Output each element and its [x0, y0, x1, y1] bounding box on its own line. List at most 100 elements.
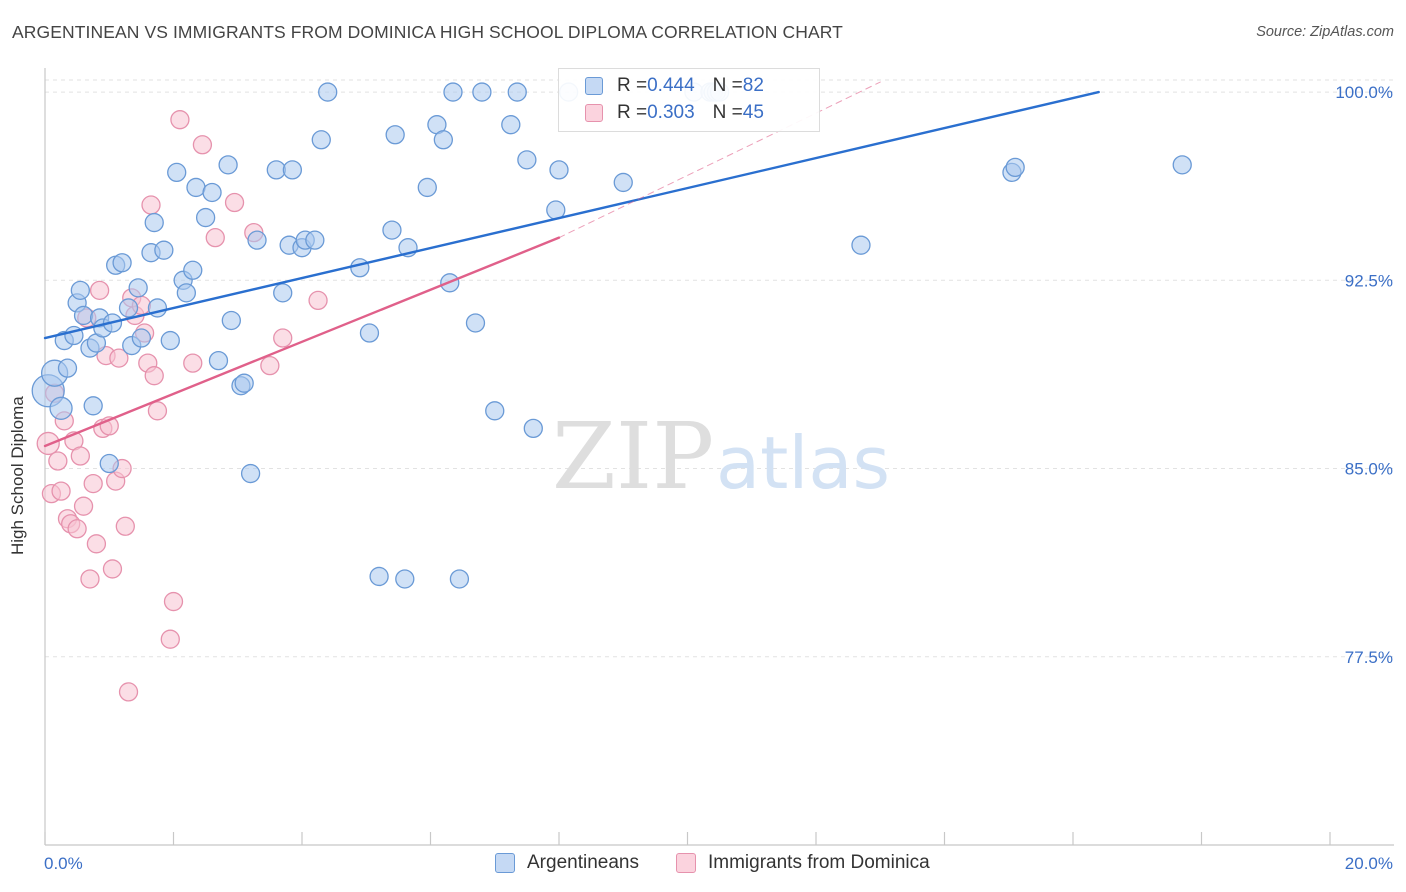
legend-r-value: 0.303	[647, 102, 695, 123]
argentinean-point	[183, 260, 203, 280]
argentinean-point	[70, 280, 90, 300]
argentinean-point	[208, 350, 229, 371]
watermark-zip: ZIP	[552, 403, 714, 510]
x-tick-label-min: 0.0%	[44, 854, 83, 873]
legend-label-dominica: Immigrants from Dominica	[708, 852, 930, 873]
dominica-trend-extension	[558, 81, 881, 239]
argentinean-point	[613, 172, 633, 193]
x-tick-label-max: 20.0%	[1345, 854, 1393, 873]
argentinean-point	[221, 310, 241, 331]
argentinean-point	[128, 278, 148, 298]
dominica-point	[160, 629, 180, 649]
legend-r-value: 0.444	[647, 75, 695, 96]
argentinean-point	[369, 566, 389, 587]
argentinean-point	[202, 182, 222, 203]
legend-n-value: 82	[742, 75, 764, 96]
watermark-atlas: atlas	[716, 421, 890, 505]
y-tick-label: 92.5%	[1345, 271, 1393, 290]
source-label: Source: ZipAtlas.com	[1256, 24, 1394, 40]
legend-label-argentineans: Argentineans	[527, 852, 639, 873]
argentinean-points	[31, 82, 1192, 589]
dominica-trend-line	[43, 236, 561, 448]
argentinean-point	[57, 358, 78, 378]
tick-labels: 77.5% 85.0% 92.5% 100.0% 0.0% 20.0%	[44, 83, 1393, 873]
dominica-point	[192, 135, 213, 155]
argentinean-point	[417, 177, 437, 198]
argentinean-trend-line	[43, 90, 1100, 340]
stats-legend: R = 0.444 N = 82 R = 0.303 N = 45	[558, 68, 820, 132]
argentinean-point	[218, 155, 238, 175]
dominica-point	[147, 401, 168, 421]
legend-swatch-blue	[495, 853, 515, 873]
legend-swatch-pink	[676, 853, 696, 873]
argentinean-point	[160, 330, 180, 351]
argentinean-point	[195, 207, 216, 228]
dominica-point	[118, 682, 139, 702]
legend-n-label: N =	[712, 102, 743, 123]
argentinean-point	[247, 230, 267, 250]
watermark: ZIP atlas	[552, 403, 890, 510]
dominica-point	[224, 192, 245, 213]
legend-row-argentineans: R = 0.444 N = 82	[585, 74, 764, 98]
dominica-point	[73, 496, 94, 516]
argentinean-point	[266, 160, 286, 180]
dominica-point	[183, 353, 203, 373]
dominica-point	[273, 328, 293, 348]
argentinean-point	[49, 396, 73, 420]
dominica-point	[70, 446, 90, 466]
argentinean-point	[523, 418, 543, 439]
dominica-point	[141, 195, 161, 215]
argentinean-point	[501, 115, 521, 135]
dominica-point	[260, 355, 280, 376]
y-tick-label: 100.0%	[1335, 83, 1393, 102]
dominica-point	[48, 451, 68, 471]
y-tick-label: 85.0%	[1345, 460, 1393, 479]
argentinean-point	[305, 230, 325, 250]
argentinean-point	[112, 253, 132, 273]
argentinean-point	[176, 283, 197, 303]
argentinean-point	[83, 396, 103, 416]
legend-swatch-blue	[585, 77, 603, 95]
argentinean-point	[240, 463, 261, 484]
argentinean-point	[99, 453, 119, 474]
dominica-point	[205, 227, 225, 248]
dominica-point	[83, 473, 103, 494]
argentinean-point	[131, 328, 152, 348]
legend-r-label: R =	[617, 102, 648, 123]
dominica-point	[115, 516, 135, 536]
dominica-point	[51, 481, 71, 501]
argentinean-point	[851, 235, 871, 255]
argentinean-point	[359, 323, 380, 343]
dominica-point	[170, 110, 190, 130]
dominica-point	[89, 280, 110, 300]
argentinean-point	[234, 373, 254, 393]
argentinean-point	[382, 220, 402, 240]
trend-lines	[43, 81, 1100, 448]
argentinean-point	[318, 82, 338, 102]
argentinean-point	[154, 240, 174, 260]
y-tick-label: 77.5%	[1345, 648, 1393, 667]
argentinean-point	[465, 313, 486, 333]
argentinean-point	[433, 130, 454, 150]
legend-n-value: 45	[742, 102, 764, 123]
argentinean-point	[507, 82, 527, 102]
argentinean-point	[167, 162, 187, 183]
chart-title: ARGENTINEAN VS IMMIGRANTS FROM DOMINICA …	[12, 22, 843, 42]
y-axis-label: High School Diploma	[8, 396, 27, 555]
argentinean-point	[273, 283, 293, 303]
argentinean-point	[186, 177, 206, 198]
dominica-point	[308, 290, 328, 311]
legend-n-label: N =	[712, 75, 743, 96]
argentinean-point	[443, 82, 463, 102]
argentinean-point	[118, 298, 139, 318]
dominica-points	[36, 110, 328, 702]
dominica-point	[102, 559, 123, 579]
argentinean-point	[449, 569, 470, 589]
argentinean-point	[282, 160, 303, 180]
axis-layer	[44, 68, 1394, 846]
dominica-point	[86, 534, 107, 554]
argentinean-point	[395, 569, 415, 589]
argentinean-point	[1172, 155, 1192, 175]
legend-item-dominica: Immigrants from Dominica	[676, 852, 930, 874]
dominica-point	[67, 519, 87, 539]
